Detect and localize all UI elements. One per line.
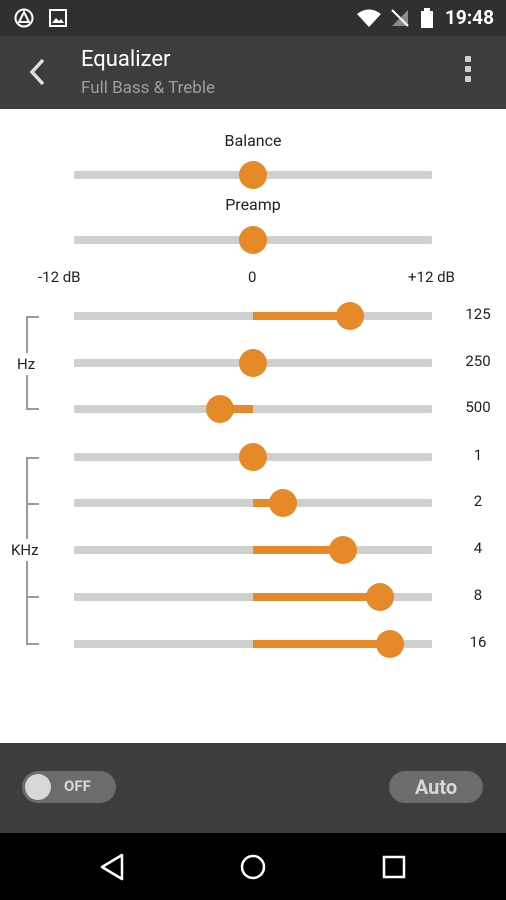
navigation-bar: [0, 833, 506, 900]
band-slider[interactable]: [74, 536, 432, 564]
balance-label: Balance: [224, 131, 282, 150]
band-slider-thumb[interactable]: [376, 630, 405, 658]
no-signal-icon: [391, 9, 409, 27]
app-notification-icon: [14, 8, 34, 28]
band-slider[interactable]: [74, 443, 432, 471]
band-slider-fill: [220, 405, 253, 413]
equalizer-toggle[interactable]: OFF: [22, 771, 116, 803]
band-frequency-label: 16: [469, 633, 487, 651]
band-slider-thumb[interactable]: [268, 489, 297, 517]
status-bar: 19:48: [0, 0, 506, 36]
status-time: 19:48: [445, 6, 494, 29]
scale-mid-label: 0: [248, 268, 257, 286]
khz-label: KHz: [11, 539, 39, 561]
khz-bracket-tick: [26, 596, 39, 598]
band-frequency-label: 500: [465, 398, 491, 416]
wifi-icon: [357, 9, 381, 27]
scale-max-label: +12 dB: [408, 268, 455, 286]
back-icon[interactable]: [26, 56, 50, 88]
overflow-menu-icon[interactable]: [456, 56, 480, 90]
band-frequency-label: 2: [473, 492, 483, 510]
auto-button[interactable]: Auto: [389, 771, 483, 803]
band-frequency-label: 8: [473, 586, 483, 604]
band-slider[interactable]: [74, 630, 432, 658]
band-frequency-label: 250: [465, 352, 491, 370]
band-slider[interactable]: [74, 302, 432, 330]
page-title: Equalizer: [81, 47, 171, 72]
band-slider[interactable]: [74, 489, 432, 517]
bottom-bar: OFF Auto: [0, 743, 506, 833]
nav-back-icon[interactable]: [99, 853, 125, 881]
band-frequency-label: 4: [473, 539, 483, 557]
scale-min-label: -12 dB: [38, 268, 81, 286]
khz-bracket-tick: [26, 503, 39, 505]
khz-bracket-tick: [26, 457, 39, 459]
preamp-label: Preamp: [225, 195, 281, 214]
balance-slider-thumb[interactable]: [239, 161, 267, 189]
band-slider-thumb[interactable]: [335, 302, 364, 330]
band-slider-thumb[interactable]: [365, 583, 394, 611]
band-slider-thumb[interactable]: [206, 395, 235, 423]
band-slider-fill: [253, 312, 350, 320]
toggle-knob[interactable]: [25, 774, 51, 800]
khz-bracket-tick: [26, 643, 39, 645]
band-slider-thumb[interactable]: [239, 349, 267, 377]
nav-recents-icon[interactable]: [381, 853, 407, 881]
band-slider[interactable]: [74, 395, 432, 423]
band-slider-thumb[interactable]: [239, 443, 267, 471]
action-bar: Equalizer Full Bass & Treble: [0, 36, 506, 109]
band-frequency-label: 125: [465, 305, 491, 323]
preamp-slider[interactable]: [74, 226, 432, 254]
hz-label: Hz: [17, 353, 36, 375]
battery-icon: [421, 8, 433, 28]
nav-home-icon[interactable]: [240, 853, 266, 881]
preamp-slider-thumb[interactable]: [239, 226, 267, 254]
hz-bracket-tick: [26, 408, 39, 410]
band-slider-fill: [253, 640, 391, 648]
band-frequency-label: 1: [473, 446, 483, 464]
page-subtitle: Full Bass & Treble: [81, 78, 215, 98]
image-notification-icon: [49, 9, 67, 27]
band-slider-fill: [253, 593, 380, 601]
toggle-label: OFF: [64, 777, 91, 795]
balance-slider[interactable]: [74, 161, 432, 189]
hz-bracket-tick: [26, 316, 39, 318]
band-slider-fill: [253, 499, 283, 507]
equalizer-panel: Balance Preamp -12 dB 0 +12 dB Hz KHz 12…: [0, 109, 506, 743]
band-slider[interactable]: [74, 349, 432, 377]
band-slider-thumb[interactable]: [328, 536, 357, 564]
band-slider-fill: [253, 546, 343, 554]
band-slider[interactable]: [74, 583, 432, 611]
